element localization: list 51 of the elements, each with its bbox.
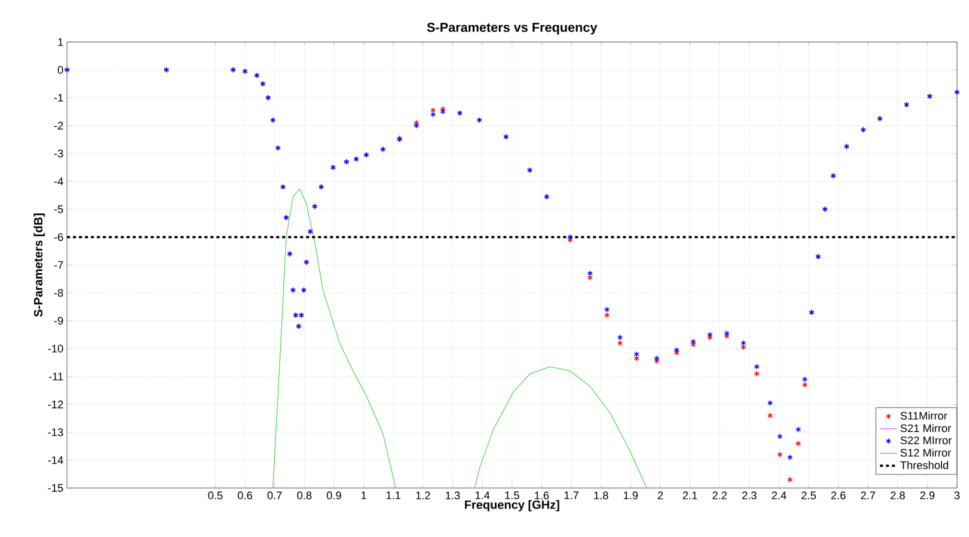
y-tick-label: 0 <box>58 66 64 74</box>
chart-title: S-Parameters vs Frequency <box>427 22 598 34</box>
x-tick-label: 2 <box>658 492 663 500</box>
y-tick-label: -15 <box>48 484 64 492</box>
x-tick-label: 2.6 <box>831 492 846 500</box>
y-tick-label: -1 <box>54 94 63 102</box>
x-axis-title: Frequency [GHz] <box>464 500 560 512</box>
x-tick-label: 0.5 <box>208 492 222 500</box>
y-tick-label: -14 <box>48 456 64 464</box>
x-tick-label: 0.9 <box>326 492 342 500</box>
y-tick-label: -6 <box>54 233 63 242</box>
y-tick-label: -5 <box>54 205 64 214</box>
x-tick-label: 1 <box>361 492 366 500</box>
y-tick-label: -2 <box>54 122 63 130</box>
x-tick-label: 1.7 <box>564 492 578 500</box>
x-tick-label: 1.3 <box>446 492 460 500</box>
y-tick-label: -9 <box>54 316 63 325</box>
x-tick-label: 1.8 <box>594 492 608 500</box>
x-tick-label: 2.4 <box>772 492 786 500</box>
x-tick-label: 0.7 <box>267 492 282 500</box>
x-tick-label: 1.1 <box>386 492 400 500</box>
legend-label: S21 Mirror <box>900 424 952 432</box>
x-tick-label: 2.5 <box>802 492 816 500</box>
x-tick-label: 3 <box>954 492 960 500</box>
x-tick-label: 0.6 <box>238 492 252 500</box>
x-tick-label: 1.4 <box>476 492 490 500</box>
x-tick-label: 1.9 <box>624 492 638 500</box>
y-tick-label: -11 <box>48 372 63 380</box>
x-tick-label: 1.6 <box>534 492 549 500</box>
x-tick-label: 2.8 <box>890 492 905 500</box>
x-tick-label: 2.9 <box>920 492 934 500</box>
y-tick-label: -7 <box>54 261 63 269</box>
legend-label: S11Mirror <box>900 412 948 420</box>
legend-label: S22 MIrror <box>900 436 952 444</box>
x-tick-label: 2.3 <box>742 492 756 500</box>
y-tick-label: -8 <box>54 289 63 297</box>
y-tick-label: 1 <box>58 38 63 46</box>
y-tick-label: -10 <box>48 344 64 353</box>
y-tick-label: -4 <box>54 178 64 186</box>
x-tick-label: 2.7 <box>860 492 876 500</box>
x-tick-label: 2.1 <box>682 492 698 500</box>
y-tick-label: -12 <box>48 400 63 408</box>
x-tick-label: 1.2 <box>416 492 430 500</box>
x-tick-label: 2.2 <box>712 492 727 500</box>
x-tick-label: 0.8 <box>297 492 312 500</box>
y-tick-label: -3 <box>54 150 63 158</box>
y-tick-label: -13 <box>48 428 63 436</box>
y-axis-title: S-Parameters [dB] <box>34 214 45 317</box>
legend-label: Threshold <box>900 461 948 470</box>
legend-label: S12 Mirror <box>900 448 952 457</box>
x-tick-label: 1.5 <box>505 492 520 500</box>
